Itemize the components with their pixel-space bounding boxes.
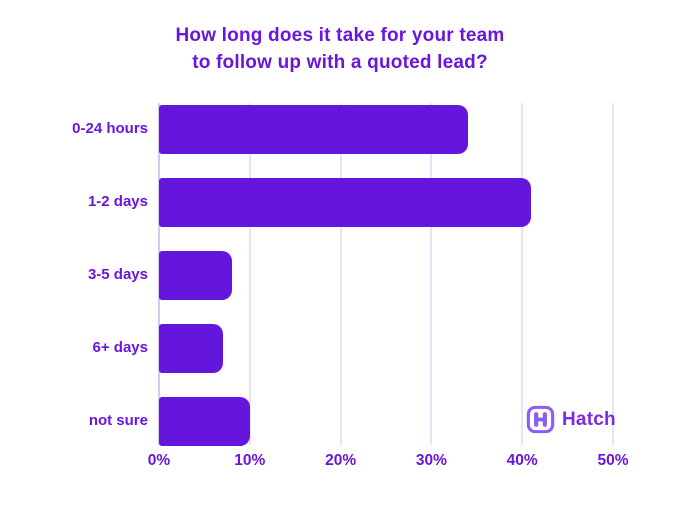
bar-0-24-hours: [159, 105, 468, 154]
chart-title-line1: How long does it take for your team: [175, 25, 505, 46]
category-label-1-2-days: 1-2 days: [87, 193, 148, 210]
category-label-3-5-days: 3-5 days: [87, 266, 148, 283]
category-label-6-days: 6+ days: [92, 339, 148, 356]
x-tick-20pct: 20%: [325, 452, 357, 469]
chart-title-line2: to follow up with a quoted lead?: [192, 52, 488, 73]
gridline-30: [430, 103, 433, 445]
bar-1-2-days: [159, 178, 532, 227]
hatch-h-icon: [526, 405, 555, 434]
category-label-not-sure: not sure: [88, 412, 148, 429]
x-tick-30pct: 30%: [415, 452, 447, 469]
chart-title: How long does it take for your team to f…: [0, 22, 680, 76]
x-tick-0pct: 0%: [147, 452, 171, 469]
gridline-10: [248, 103, 251, 445]
plot-area: [158, 103, 614, 446]
x-tick-10pct: 10%: [234, 452, 266, 469]
gridline-50: [612, 103, 614, 445]
hatch-logo-text: Hatch: [562, 408, 616, 430]
category-label-0-24-hours: 0-24 hours: [72, 120, 148, 137]
gridline-20: [339, 103, 342, 445]
gridline-40: [521, 103, 524, 445]
bar-not-sure: [159, 397, 250, 446]
x-tick-50pct: 50%: [597, 452, 629, 469]
bar-3-5-days: [159, 251, 232, 300]
hatch-logo: Hatch: [526, 405, 616, 434]
bar-6-days: [159, 324, 223, 373]
x-tick-40pct: 40%: [506, 452, 538, 469]
